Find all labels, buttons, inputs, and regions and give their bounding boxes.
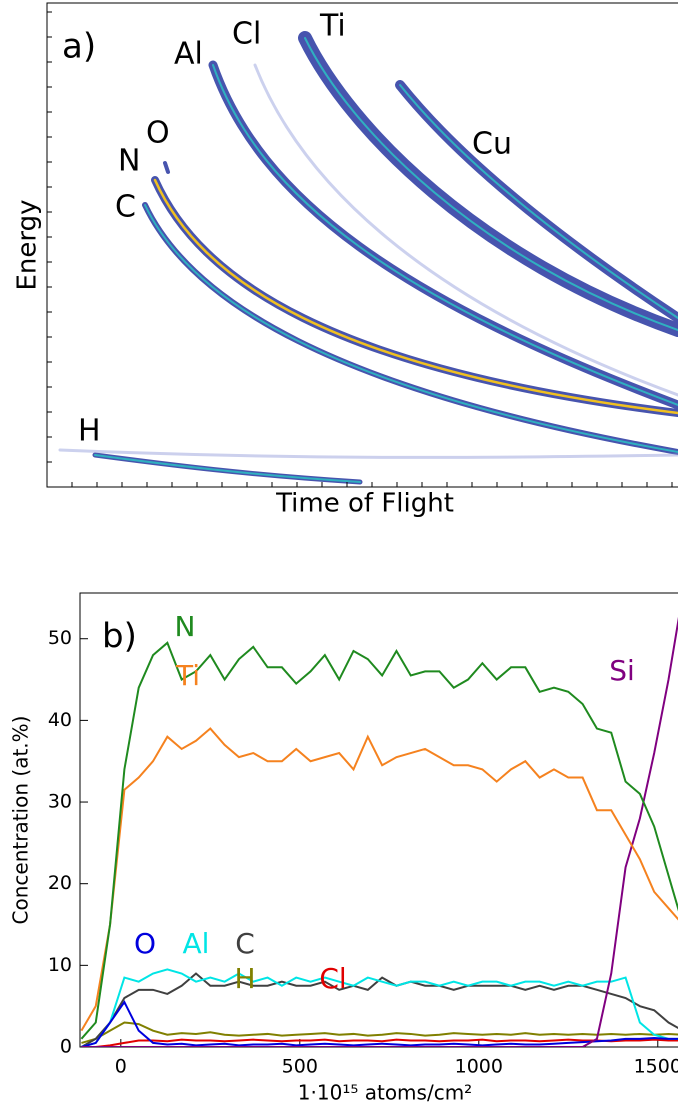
series-label: Ti	[175, 659, 200, 692]
series-label: Cl	[319, 962, 346, 995]
x-tick-label: 1500	[634, 1056, 678, 1078]
x-tick-label: 0	[115, 1056, 127, 1078]
panel-label: b)	[102, 617, 137, 657]
element-label: Cl	[232, 17, 261, 52]
y-tick-label: 50	[48, 627, 72, 649]
y-tick-label: 30	[48, 791, 72, 813]
series-label: O	[134, 927, 156, 960]
element-label: Al	[174, 37, 203, 72]
y-tick-label: 20	[48, 872, 72, 894]
series-line	[81, 1021, 678, 1044]
series-label: C	[235, 927, 255, 960]
element-label: Ti	[319, 9, 346, 44]
x-tick-label: 1000	[455, 1056, 503, 1078]
tof-map-image	[58, 31, 678, 485]
series-line	[80, 641, 678, 1040]
y-tick-label: 0	[60, 1036, 72, 1058]
series-line	[81, 968, 678, 1047]
series-label: Si	[609, 654, 635, 687]
x-tick-label: 500	[282, 1056, 318, 1078]
y-axis-label: Energy	[13, 199, 43, 290]
element-label: C	[115, 190, 136, 225]
y-tick-label: 40	[48, 709, 72, 731]
element-label: N	[118, 144, 140, 179]
series-line	[80, 727, 678, 1032]
series-label: Al	[183, 927, 210, 960]
series-label: N	[175, 610, 196, 643]
plot-frame	[46, 2, 678, 488]
lines	[80, 616, 678, 1047]
x-axis-label: Time of Flight	[275, 489, 454, 519]
y-tick-label: 10	[48, 954, 72, 976]
y-axis-label: Concentration (at.%)	[9, 716, 33, 925]
element-label: Cu	[472, 127, 512, 162]
plot-frame	[79, 592, 678, 1048]
x-axis-label: 1·10¹⁵ atoms/cm²	[298, 1081, 472, 1105]
series-label: H	[234, 962, 255, 995]
element-label: O	[146, 116, 170, 151]
panel-label: a)	[62, 27, 96, 67]
series-line	[81, 1000, 678, 1047]
series-line	[81, 1038, 678, 1047]
element-label: H	[78, 414, 101, 449]
